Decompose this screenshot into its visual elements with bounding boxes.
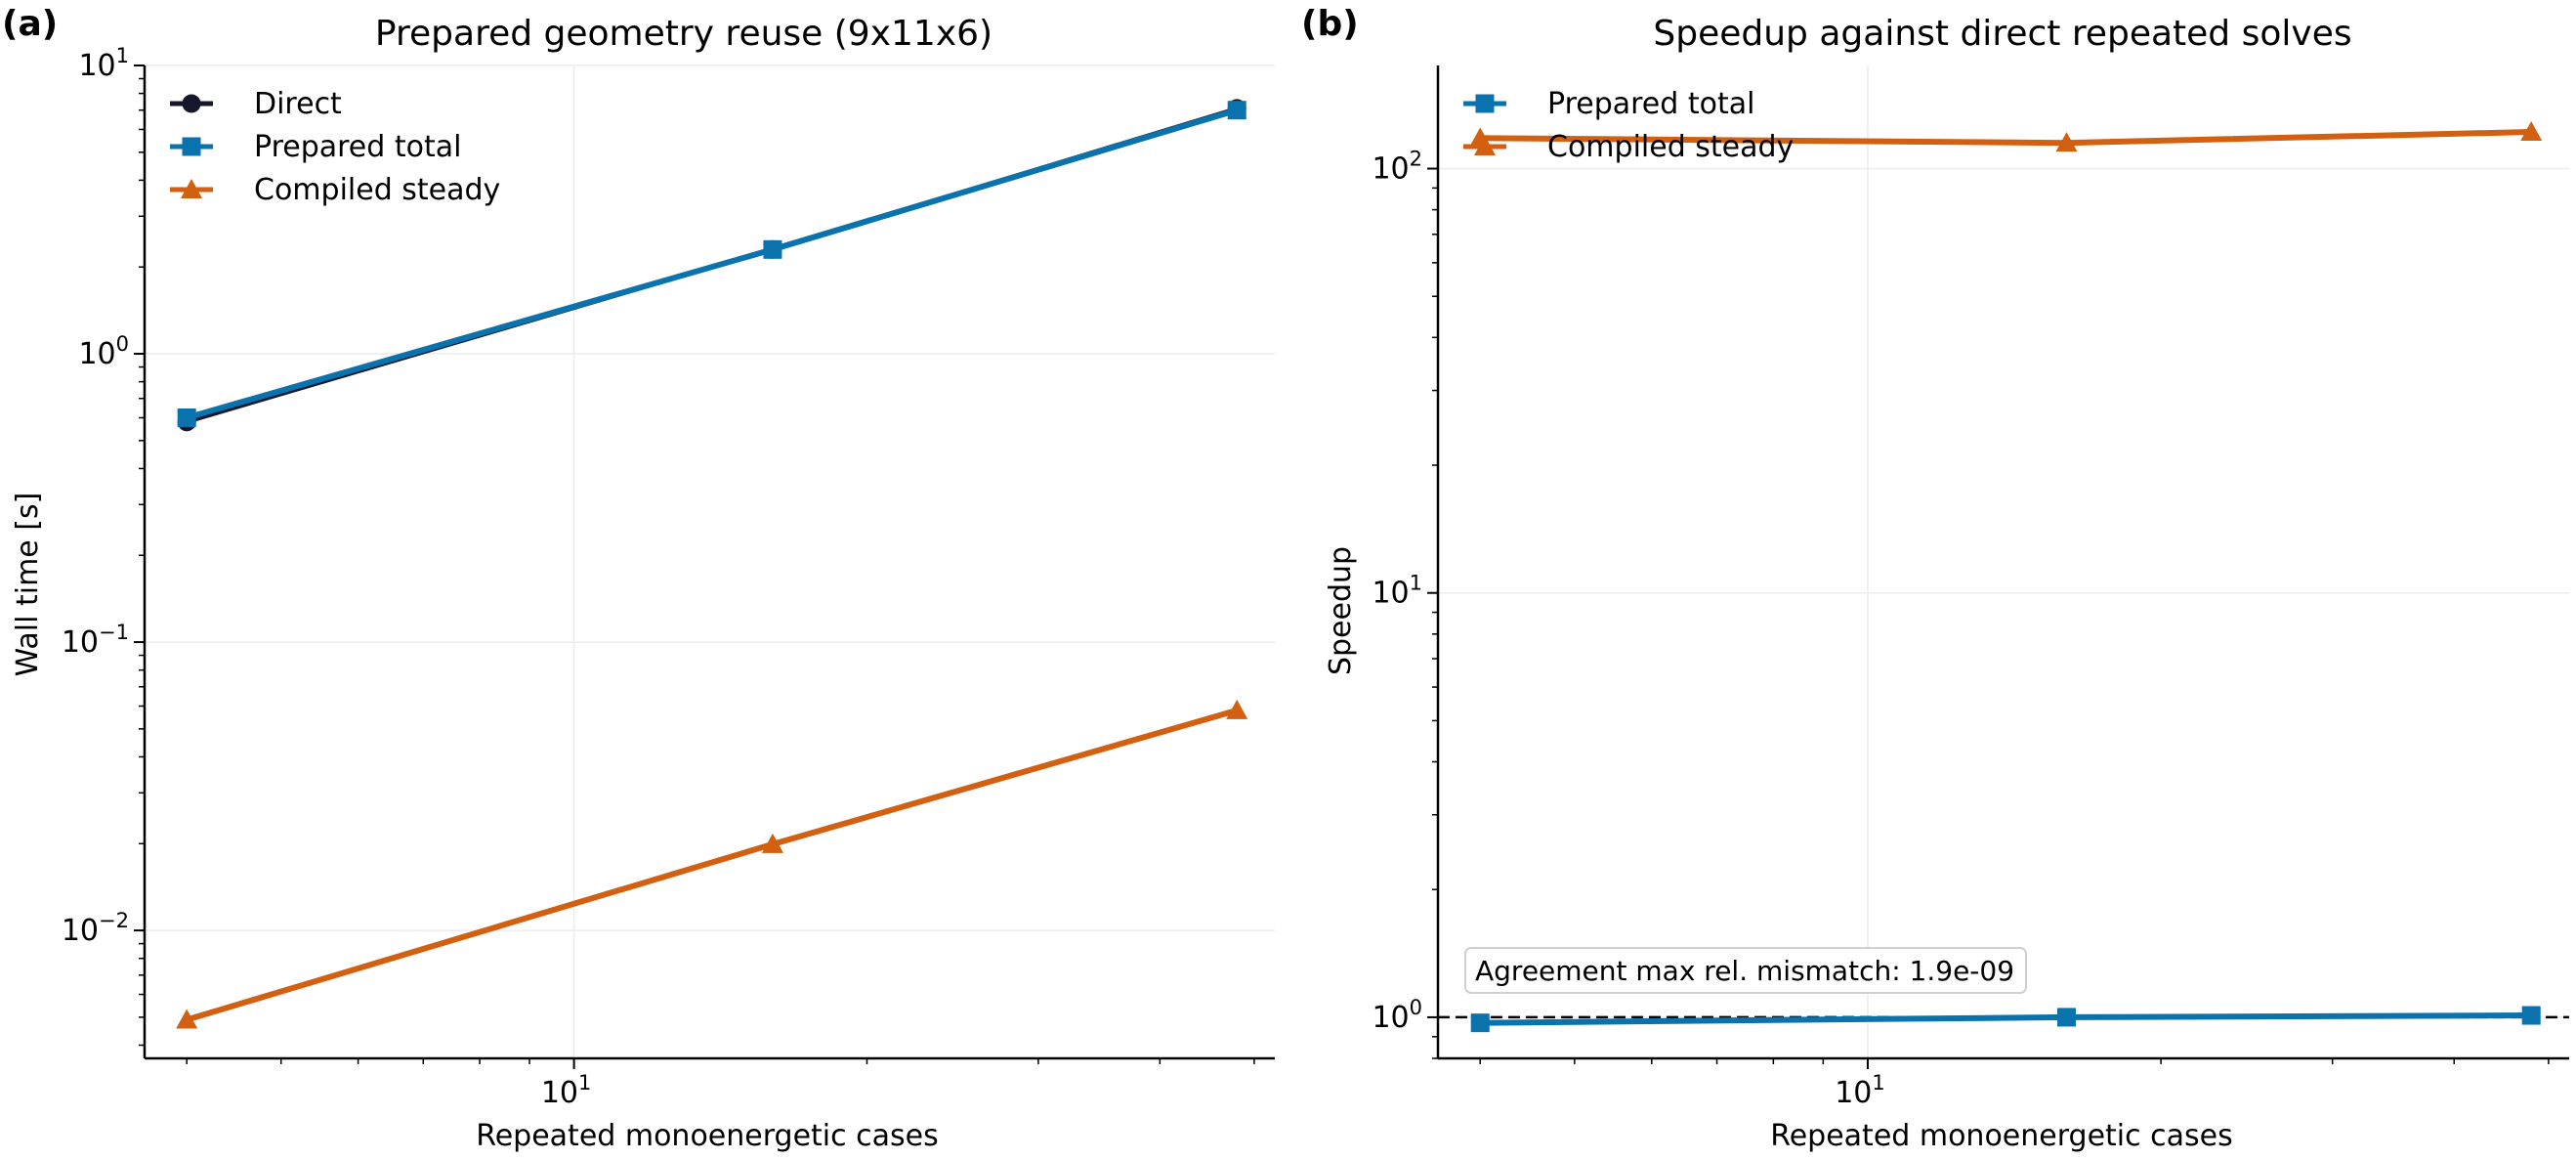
legend-label-a: Compiled steady	[254, 173, 500, 207]
y-tick-label-a: 10−2	[62, 909, 129, 948]
legend-label-a: Direct	[254, 87, 342, 121]
y-tick-label-b: 102	[1372, 148, 1422, 187]
legend-label-b: Prepared total	[1547, 87, 1754, 121]
data-point-prepared-total-b	[2521, 1006, 2541, 1025]
panel-label-b: (b)	[1301, 4, 1359, 44]
chart-title-a: Prepared geometry reuse (9x11x6)	[375, 14, 992, 54]
y-tick-label-a: 100	[78, 332, 129, 371]
x-axis-label-a: Repeated monoenergetic cases	[476, 1119, 939, 1153]
series-line-compiled-steady-a	[186, 708, 1239, 1023]
x-axis-label-b: Repeated monoenergetic cases	[1770, 1119, 2233, 1153]
x-tick-label-b: 101	[1835, 1071, 1885, 1110]
y-tick-label-b: 101	[1372, 572, 1422, 611]
legend-a: Direct Prepared total Compiled steady	[170, 87, 500, 207]
data-point-compiled-steady-b	[2520, 121, 2543, 142]
legend-marker-a	[182, 137, 201, 156]
y-tick-label-b: 100	[1372, 996, 1422, 1035]
data-point-prepared-total-a	[177, 408, 196, 427]
plot-area-a: 101 10−2 10−1 100 101 Direct Prepared total Com…	[62, 44, 1275, 1110]
y-axis-label-b: Speedup	[1324, 546, 1358, 675]
legend-marker-a	[182, 94, 201, 113]
legend-marker-b	[1474, 136, 1496, 155]
data-point-prepared-total-b	[1470, 1013, 1490, 1033]
plot-area-b: 101 100 101 102 Prepared total Compiled stead…	[1372, 65, 2569, 1110]
y-tick-label-a: 10−1	[62, 621, 129, 660]
legend-marker-b	[1475, 94, 1495, 113]
chart-title-b: Speedup against direct repeated solves	[1653, 14, 2351, 54]
panel-label-a: (a)	[2, 4, 58, 44]
data-point-compiled-steady-a	[761, 833, 783, 853]
y-axis-label-a: Wall time [s]	[11, 493, 45, 677]
legend-label-a: Prepared total	[254, 130, 461, 164]
data-point-compiled-steady-a	[1226, 699, 1248, 719]
data-point-compiled-steady-a	[176, 1009, 198, 1029]
data-point-prepared-total-a	[1227, 101, 1246, 120]
legend-label-b: Compiled steady	[1547, 130, 1794, 164]
panel-a: (a) Prepared geometry reuse (9x11x6) 101…	[2, 4, 1275, 1153]
data-point-prepared-total-a	[763, 239, 782, 259]
legend-b: Prepared total Compiled steady	[1463, 87, 1794, 164]
x-tick-label-a: 101	[541, 1071, 592, 1110]
y-tick-label-a: 101	[78, 44, 129, 83]
data-point-compiled-steady-b	[2055, 132, 2078, 152]
legend-marker-a	[181, 179, 202, 198]
data-point-prepared-total-b	[2056, 1008, 2076, 1027]
panel-b: (b) Speedup against direct repeated solv…	[1301, 4, 2569, 1153]
annotation-text-b: Agreement max rel. mismatch: 1.9e-09	[1475, 955, 2014, 987]
annotation-box-b	[1464, 947, 2027, 994]
